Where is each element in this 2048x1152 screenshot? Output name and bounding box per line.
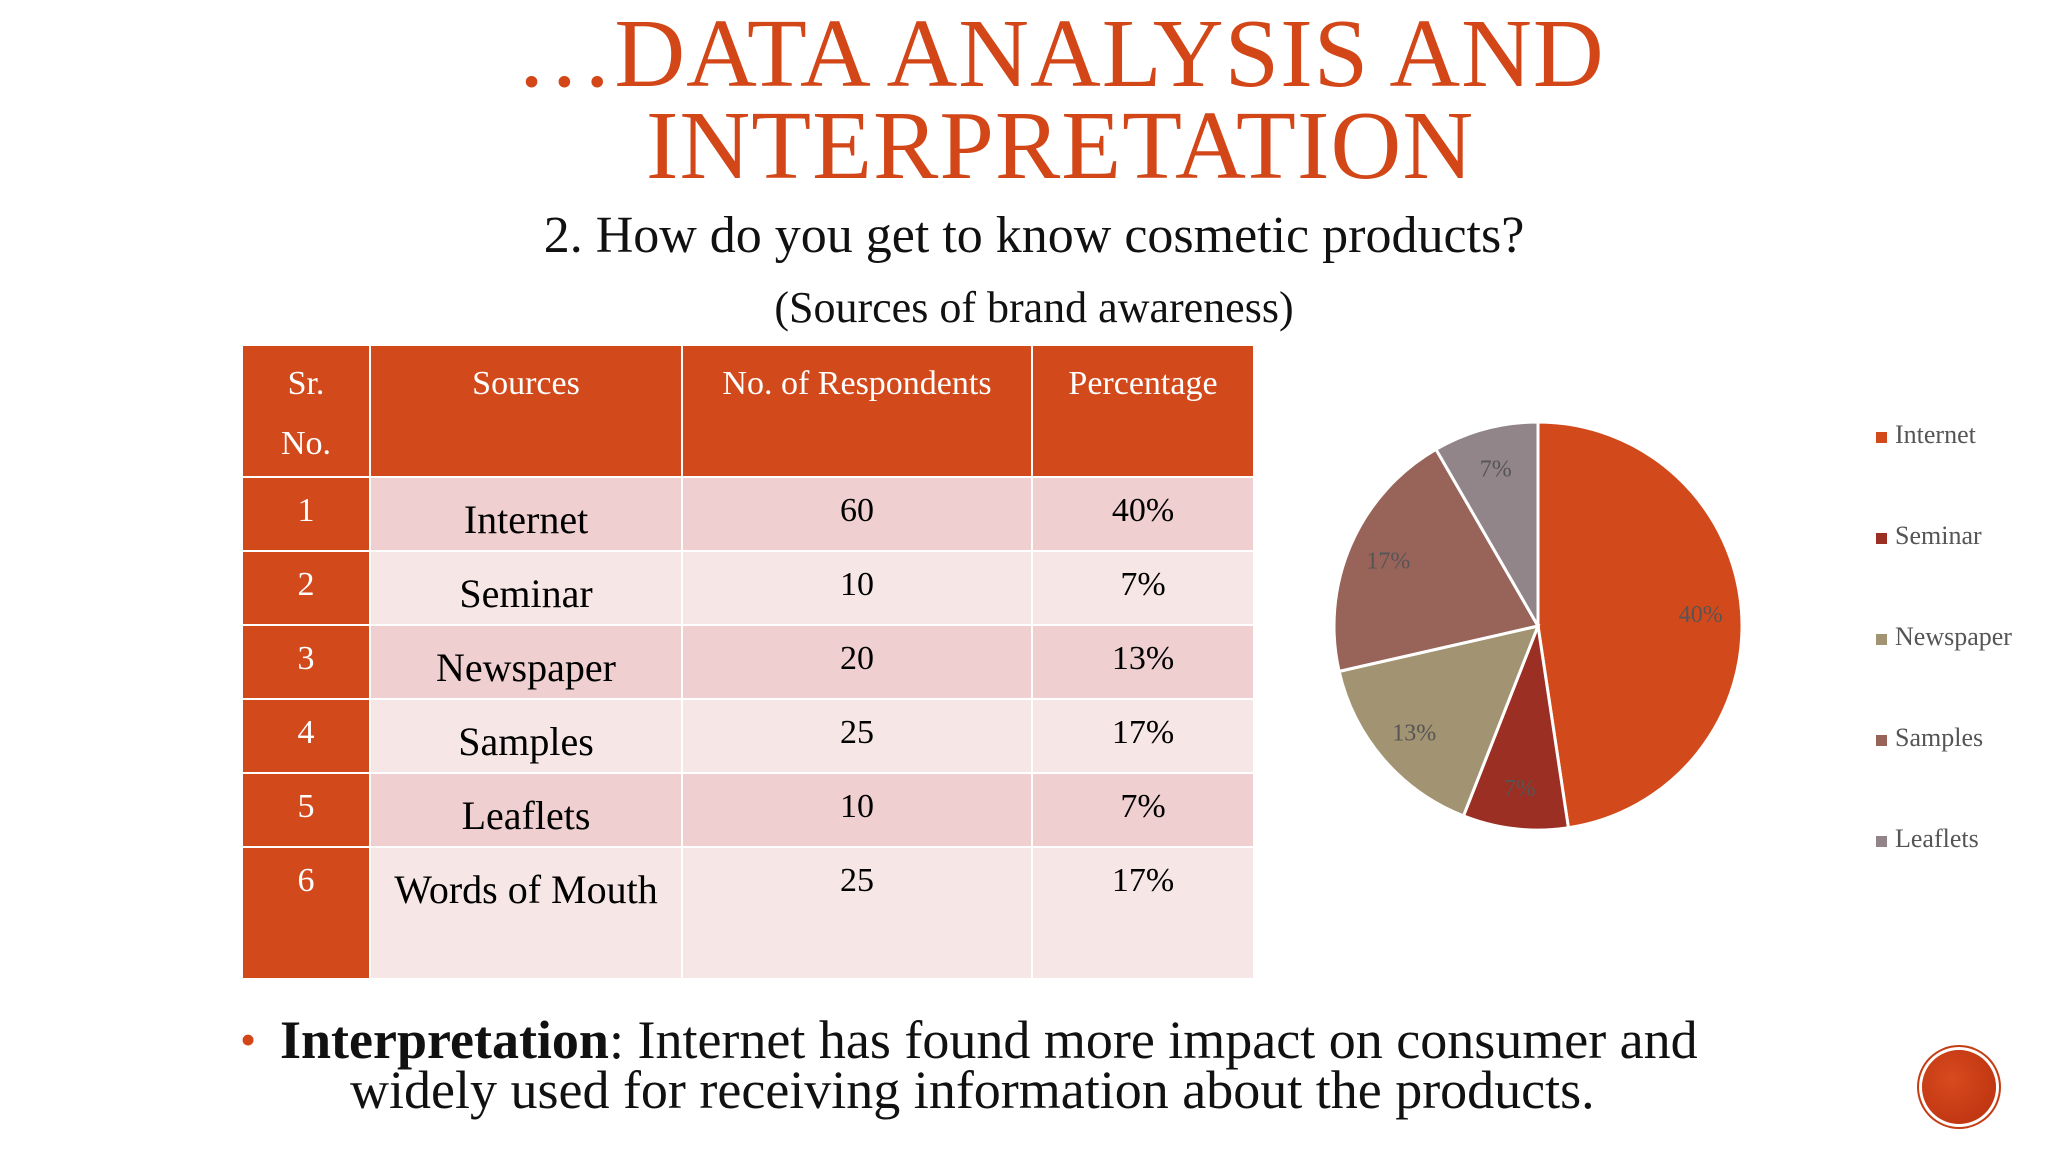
pie-slice-internet xyxy=(1536,420,1744,830)
pie-label-seminar: 7% xyxy=(1504,776,1536,802)
slide-title-line-1: …Data Analysis and xyxy=(515,0,1605,108)
bullet-icon: • xyxy=(240,1014,257,1065)
cell-percentage: 7% xyxy=(1031,772,1255,848)
cell-percentage: 17% xyxy=(1031,698,1255,774)
legend-item-leaflets: Leaflets xyxy=(1876,824,1979,854)
cell-respondents: 25 xyxy=(681,698,1033,774)
legend-swatch xyxy=(1876,431,1887,443)
legend-item-samples: Samples xyxy=(1876,723,1983,753)
pie-slice-seminar xyxy=(1461,620,1571,832)
cell-respondents: 60 xyxy=(681,476,1033,552)
interpretation-label: Interpretation xyxy=(280,1010,609,1070)
table-header-row: Sr. No. Sources No. of Respondents Perce… xyxy=(241,344,1255,478)
legend-label: Leaflets xyxy=(1895,824,1979,853)
table-row: 6 Words of Mouth 25 17% xyxy=(241,846,1255,980)
table-row: 2 Seminar 10 7% xyxy=(241,550,1255,626)
cell-sr: 1 xyxy=(241,476,371,552)
header-sources: Sources xyxy=(369,344,683,478)
legend-label: Seminar xyxy=(1895,521,1982,550)
cell-sr: 6 xyxy=(241,846,371,980)
legend-item-seminar: Seminar xyxy=(1876,521,1982,551)
legend-swatch xyxy=(1876,633,1887,645)
legend-swatch xyxy=(1876,835,1887,847)
cell-respondents: 10 xyxy=(681,772,1033,848)
slide-title-line-2: Interpretation xyxy=(645,92,1475,200)
legend-label: Internet xyxy=(1895,420,1976,449)
cell-source: Samples xyxy=(369,698,683,774)
pie-label-leaflets: 7% xyxy=(1480,456,1512,482)
pie-slice-newspaper xyxy=(1337,623,1541,818)
pie-label-internet: 40% xyxy=(1679,602,1723,628)
cell-source: Newspaper xyxy=(369,624,683,700)
cell-percentage: 13% xyxy=(1031,624,1255,700)
cell-source: Leaflets xyxy=(369,772,683,848)
header-sr-line-1: Sr. xyxy=(287,365,325,402)
legend-label: Samples xyxy=(1895,723,1984,752)
pie-slice-leaflets xyxy=(1433,420,1540,632)
cell-respondents: 20 xyxy=(681,624,1033,700)
header-sr-no: Sr. No. xyxy=(241,344,371,478)
cell-percentage: 40% xyxy=(1031,476,1255,552)
table-row: 3 Newspaper 20 13% xyxy=(241,624,1255,700)
cell-respondents: 25 xyxy=(681,846,1033,980)
interpretation-text-1: : Internet has found more impact on cons… xyxy=(608,1010,1698,1070)
legend-label: Newspaper xyxy=(1895,622,2012,651)
cell-sr: 3 xyxy=(241,624,371,700)
question-subtitle: (Sources of brand awareness) xyxy=(774,283,1294,332)
slide-nav-button[interactable] xyxy=(1922,1050,1996,1124)
cell-percentage: 7% xyxy=(1031,550,1255,626)
header-sr-line-2: No. xyxy=(280,425,332,462)
table-row: 5 Leaflets 10 7% xyxy=(241,772,1255,848)
respondents-table: Sr. No. Sources No. of Respondents Perce… xyxy=(241,344,1255,980)
legend-item-newspaper: Newspaper xyxy=(1876,622,2012,652)
cell-source: Seminar xyxy=(369,550,683,626)
pie-chart: 40% 7% 13% 17% 7% xyxy=(1332,420,1744,832)
question-text: 2. How do you get to know cosmetic produ… xyxy=(543,207,1525,264)
interpretation-line-2: widely used for receiving information ab… xyxy=(350,1060,1595,1120)
header-percentage: Percentage xyxy=(1031,344,1255,478)
header-respondents: No. of Respondents xyxy=(681,344,1033,478)
legend-item-internet: Internet xyxy=(1876,420,1976,450)
cell-sr: 2 xyxy=(241,550,371,626)
cell-respondents: 10 xyxy=(681,550,1033,626)
pie-label-newspaper: 13% xyxy=(1392,720,1436,746)
cell-sr: 4 xyxy=(241,698,371,774)
table-row: 4 Samples 25 17% xyxy=(241,698,1255,774)
cell-source: Internet xyxy=(369,476,683,552)
cell-percentage: 17% xyxy=(1031,846,1255,980)
legend-swatch xyxy=(1876,734,1887,746)
cell-source: Words of Mouth xyxy=(369,846,683,980)
pie-slice-samples xyxy=(1332,447,1541,674)
cell-sr: 5 xyxy=(241,772,371,848)
pie-label-samples: 17% xyxy=(1366,549,1410,575)
slide-title: …Data Analysis and Interpretation xyxy=(0,0,2048,200)
table-row: 1 Internet 60 40% xyxy=(241,476,1255,552)
legend-swatch xyxy=(1876,532,1887,544)
interpretation-line-1: Interpretation: Internet has found more … xyxy=(280,1013,1698,1067)
